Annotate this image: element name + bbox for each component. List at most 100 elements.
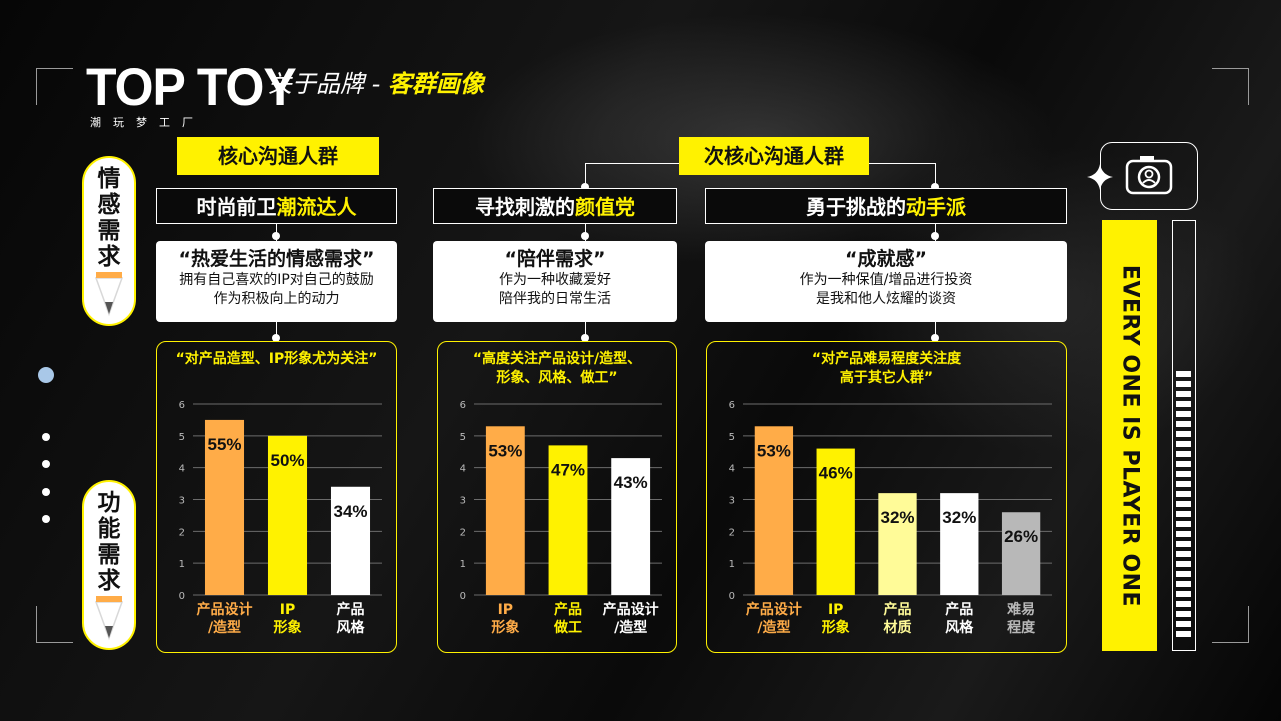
y-tick-label: 0: [179, 591, 185, 602]
meter-stripe: [1176, 431, 1191, 437]
emotional-need-label: 情感需求: [97, 166, 121, 270]
frame-corner-bl: [36, 606, 73, 643]
connector-dot: [931, 334, 939, 342]
y-tick-label: 2: [179, 527, 185, 538]
panel-quote-line: 形象、风格、做工”: [496, 370, 618, 386]
persona-box: 时尚前卫潮流达人: [156, 188, 397, 224]
meter-stripe: [1176, 551, 1191, 557]
y-tick-label: 3: [460, 496, 466, 507]
connector-dot: [931, 232, 939, 240]
y-tick-label: 2: [460, 527, 466, 538]
meter-stripe: [1176, 481, 1191, 487]
meter-stripe: [1176, 391, 1191, 397]
x-category-label: 形象: [274, 619, 302, 636]
nav-dot[interactable]: [42, 433, 50, 441]
y-tick-label: 1: [729, 559, 735, 570]
meter-stripe: [1176, 501, 1191, 507]
y-tick-label: 1: [460, 559, 466, 570]
meter-stripe: [1176, 621, 1191, 627]
pencil-tip-icon: [94, 596, 124, 641]
connector: [935, 322, 936, 342]
level-meter: [1172, 220, 1196, 651]
x-category-label: 风格: [945, 619, 974, 636]
need-card: “热爱生活的情感需求” 拥有自己喜欢的IP对自己的鼓励 作为积极向上的动力: [156, 241, 397, 322]
connector: [585, 163, 586, 187]
bar: [1001, 512, 1041, 595]
frame-corner-tl: [36, 68, 73, 105]
brand-logo: TOP TOY 潮玩梦工厂: [86, 57, 297, 130]
bar-value-label: 43%: [614, 473, 648, 492]
nav-dot[interactable]: [42, 488, 50, 496]
connector: [585, 322, 586, 342]
need-line: 作为一种保值/增品进行投资: [799, 272, 973, 288]
title-highlight: 客群画像: [387, 70, 484, 98]
y-tick-label: 5: [460, 432, 466, 443]
x-category-label: 产品: [337, 601, 365, 618]
frame-corner-tr: [1212, 68, 1249, 105]
bar-value-label: 53%: [757, 441, 791, 460]
connector-dot: [931, 183, 939, 191]
bar: [940, 493, 979, 595]
need-line: 是我和他人炫耀的谈资: [816, 291, 956, 307]
emotional-need-pencil: 情感需求: [82, 156, 136, 326]
need-line: 作为积极向上的动力: [213, 291, 340, 307]
chart-panel: “对产品难易程度关注度 高于其它人群” 0 1 2 3 4 5 6 53% 产品设计/造型 46% I…: [706, 341, 1067, 653]
meter-stripe: [1176, 631, 1191, 637]
meter-stripe: [1176, 401, 1191, 407]
meter-stripe: [1176, 421, 1191, 427]
x-category-label: 产品: [945, 601, 973, 618]
bar-value-label: 26%: [1004, 527, 1038, 546]
y-tick-label: 2: [729, 527, 735, 538]
panel-quote-line: “对产品难易程度关注度: [811, 351, 962, 367]
nav-dot[interactable]: [42, 460, 50, 468]
x-category-label: IP: [280, 602, 295, 618]
meter-stripe: [1176, 591, 1191, 597]
connector-dot: [581, 183, 589, 191]
panel-quote: “对产品造型、IP形象尤为关注”: [157, 350, 396, 369]
y-tick-label: 3: [729, 496, 735, 507]
need-card: “陪伴需求” 作为一种收藏爱好 陪伴我的日常生活: [433, 241, 677, 322]
page-title: 关于品牌 - 客群画像: [268, 64, 484, 99]
brand-tagline: 潮玩梦工厂: [90, 116, 205, 129]
x-category-label: 产品设计: [746, 601, 802, 618]
y-tick-label: 1: [179, 559, 185, 570]
pencil-tip-icon: [94, 272, 124, 317]
x-category-label: 形象: [822, 619, 850, 636]
need-heading: “陪伴需求”: [504, 248, 606, 270]
x-category-label: 程度: [1007, 619, 1036, 636]
persona-box: 勇于挑战的动手派: [705, 188, 1067, 224]
meter-stripe: [1176, 571, 1191, 577]
x-category-label: 形象: [491, 619, 519, 636]
persona-prefix: 寻找刺激的: [475, 195, 575, 219]
need-line: 作为一种收藏爱好: [499, 272, 611, 288]
functional-need-pencil: 功能需求: [82, 480, 136, 650]
brand-name: TOP TOY: [86, 57, 297, 117]
y-tick-label: 0: [460, 591, 466, 602]
x-category-label: 产品: [884, 601, 912, 618]
x-category-label: /造型: [614, 619, 647, 636]
nav-dot[interactable]: [42, 515, 50, 523]
panel-quote: “对产品难易程度关注度 高于其它人群”: [707, 350, 1066, 388]
y-tick-label: 4: [460, 464, 466, 475]
chart-panel: “对产品造型、IP形象尤为关注” 0 1 2 3 4 5 6 55% 产品设计/造型 50% IP 形…: [156, 341, 397, 653]
secondary-group-tag: 次核心沟通人群: [679, 137, 869, 175]
meter-stripe: [1176, 471, 1191, 477]
connector-dot: [581, 334, 589, 342]
connector: [935, 163, 936, 187]
connector-dot: [272, 232, 280, 240]
y-tick-label: 6: [460, 400, 466, 411]
x-category-label: 难易: [1006, 601, 1035, 618]
functional-need-label: 功能需求: [97, 490, 121, 594]
bar-value-label: 34%: [333, 502, 367, 521]
core-group-tag: 核心沟通人群: [177, 137, 379, 175]
x-category-label: /造型: [757, 619, 790, 636]
camera-icon: [1125, 156, 1173, 195]
bar-value-label: 32%: [942, 508, 976, 527]
nav-dot-active[interactable]: [38, 367, 54, 383]
bar-value-label: 53%: [488, 441, 522, 460]
need-heading: “成就感”: [845, 248, 927, 270]
bar: [611, 458, 651, 595]
bar: [485, 426, 525, 595]
x-category-label: /造型: [208, 619, 241, 636]
